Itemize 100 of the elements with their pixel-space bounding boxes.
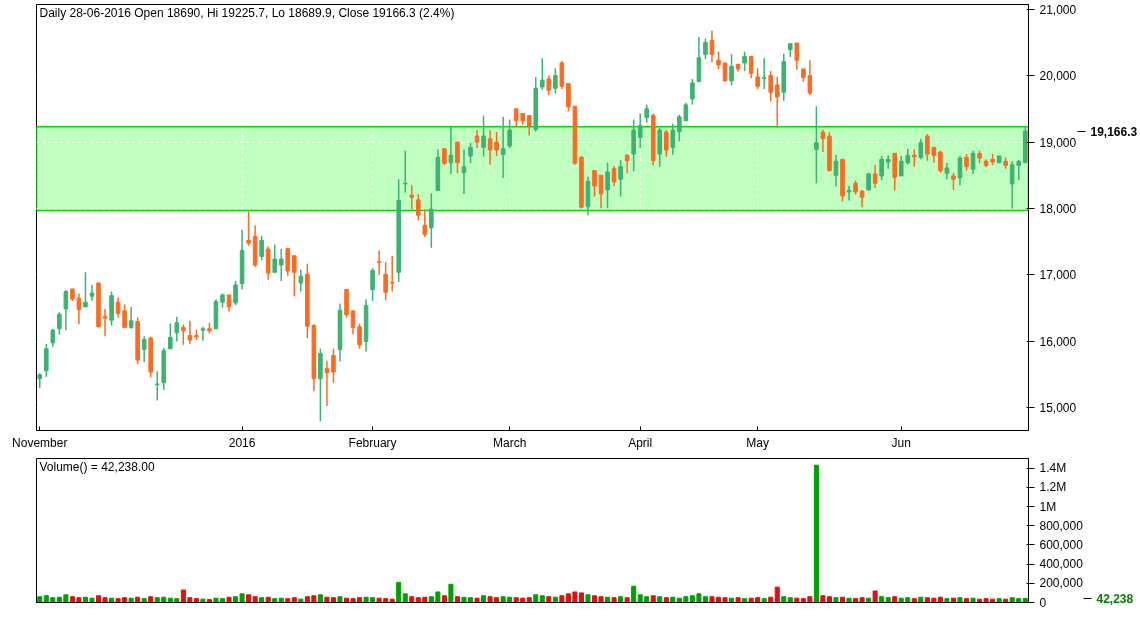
candlestick bbox=[102, 308, 108, 337]
candlestick bbox=[794, 42, 800, 71]
candlestick bbox=[592, 169, 597, 198]
chart-title: Daily 28-06-2016 Open 18690, Hi 19225.7, Lo 18689.9, Close 19166.3 (2.4%) bbox=[39, 5, 455, 20]
bar bbox=[911, 598, 917, 603]
candlestick bbox=[278, 248, 284, 282]
chart-title: Volume() = 42,238.00 bbox=[39, 459, 155, 474]
candlestick bbox=[128, 306, 134, 330]
candlestick bbox=[167, 322, 173, 350]
candlestick bbox=[500, 116, 506, 179]
bar bbox=[996, 598, 1002, 603]
candlestick bbox=[526, 114, 532, 137]
bar bbox=[663, 597, 669, 603]
bar bbox=[337, 596, 343, 603]
bar bbox=[409, 596, 415, 603]
bar bbox=[226, 596, 232, 603]
bar bbox=[389, 598, 395, 603]
bar bbox=[298, 598, 304, 603]
y-tick-label: 20,000 bbox=[1039, 69, 1077, 84]
candlestick bbox=[885, 154, 891, 170]
text: 19,166.3 bbox=[1090, 124, 1138, 139]
candlestick bbox=[696, 36, 702, 83]
bar bbox=[546, 596, 552, 603]
bar bbox=[879, 596, 885, 603]
bar bbox=[833, 597, 839, 603]
candlestick bbox=[624, 153, 630, 175]
candlestick bbox=[259, 235, 264, 262]
text: 42,238 bbox=[1096, 591, 1134, 606]
candlestick bbox=[774, 76, 780, 129]
candlestick bbox=[298, 268, 304, 293]
candlestick bbox=[546, 74, 552, 96]
candlestick bbox=[631, 118, 636, 173]
candlestick bbox=[703, 37, 708, 60]
candlestick bbox=[468, 141, 473, 165]
bar bbox=[970, 597, 976, 603]
bar bbox=[611, 597, 617, 603]
y-tick-label: 0 bbox=[1039, 595, 1047, 610]
candlestick bbox=[618, 159, 623, 198]
candlestick bbox=[507, 118, 512, 149]
bar bbox=[585, 594, 591, 603]
y-tick-label: 15,000 bbox=[1039, 401, 1077, 416]
bar bbox=[291, 597, 297, 603]
candlestick bbox=[415, 193, 421, 222]
bar bbox=[624, 597, 630, 603]
candlestick bbox=[141, 335, 147, 363]
bar bbox=[454, 596, 460, 603]
bar bbox=[742, 598, 748, 603]
bar bbox=[206, 599, 212, 603]
candlestick bbox=[461, 148, 467, 195]
bar bbox=[533, 594, 539, 603]
candlestick bbox=[755, 67, 760, 90]
candlestick bbox=[748, 55, 754, 80]
bar bbox=[272, 598, 278, 603]
candlestick bbox=[265, 245, 271, 281]
candlestick bbox=[63, 289, 69, 331]
candlestick bbox=[376, 249, 382, 276]
candlestick bbox=[957, 155, 963, 187]
candlestick bbox=[422, 208, 428, 238]
bar bbox=[963, 598, 970, 603]
candlestick bbox=[892, 152, 898, 192]
bar bbox=[885, 597, 891, 603]
candlestick bbox=[663, 129, 669, 158]
candlestick bbox=[690, 78, 695, 106]
bar bbox=[787, 597, 793, 603]
candlestick bbox=[154, 370, 160, 402]
x-tick-label: May bbox=[746, 435, 769, 450]
candlestick bbox=[637, 112, 643, 149]
candlestick bbox=[611, 165, 617, 187]
candlestick bbox=[481, 114, 486, 158]
bar bbox=[285, 598, 291, 603]
candlestick bbox=[820, 128, 826, 153]
candlestick bbox=[429, 192, 434, 249]
candlestick bbox=[389, 254, 395, 293]
bar bbox=[128, 597, 134, 603]
bar bbox=[396, 581, 402, 603]
candlestick bbox=[285, 247, 291, 277]
bar bbox=[657, 596, 663, 603]
bar bbox=[774, 586, 780, 603]
candlestick bbox=[272, 243, 278, 274]
bar bbox=[892, 596, 898, 603]
y-tick-label: 800,000 bbox=[1039, 518, 1084, 533]
x-tick-label: 2016 bbox=[228, 435, 256, 450]
bar bbox=[761, 598, 767, 603]
candlestick bbox=[761, 57, 767, 90]
bar bbox=[141, 598, 147, 603]
bar bbox=[148, 596, 154, 603]
bar bbox=[957, 597, 963, 603]
candlestick bbox=[768, 70, 774, 103]
candlestick bbox=[324, 359, 330, 407]
candlestick bbox=[43, 343, 49, 378]
bar bbox=[735, 597, 741, 603]
candlestick bbox=[559, 60, 565, 90]
candlestick bbox=[722, 62, 728, 83]
bar bbox=[813, 464, 819, 603]
candlestick bbox=[409, 184, 415, 211]
candlestick bbox=[350, 310, 356, 335]
bar bbox=[1003, 598, 1009, 603]
candlestick bbox=[57, 311, 62, 336]
bar bbox=[37, 596, 43, 603]
bar bbox=[448, 583, 454, 603]
